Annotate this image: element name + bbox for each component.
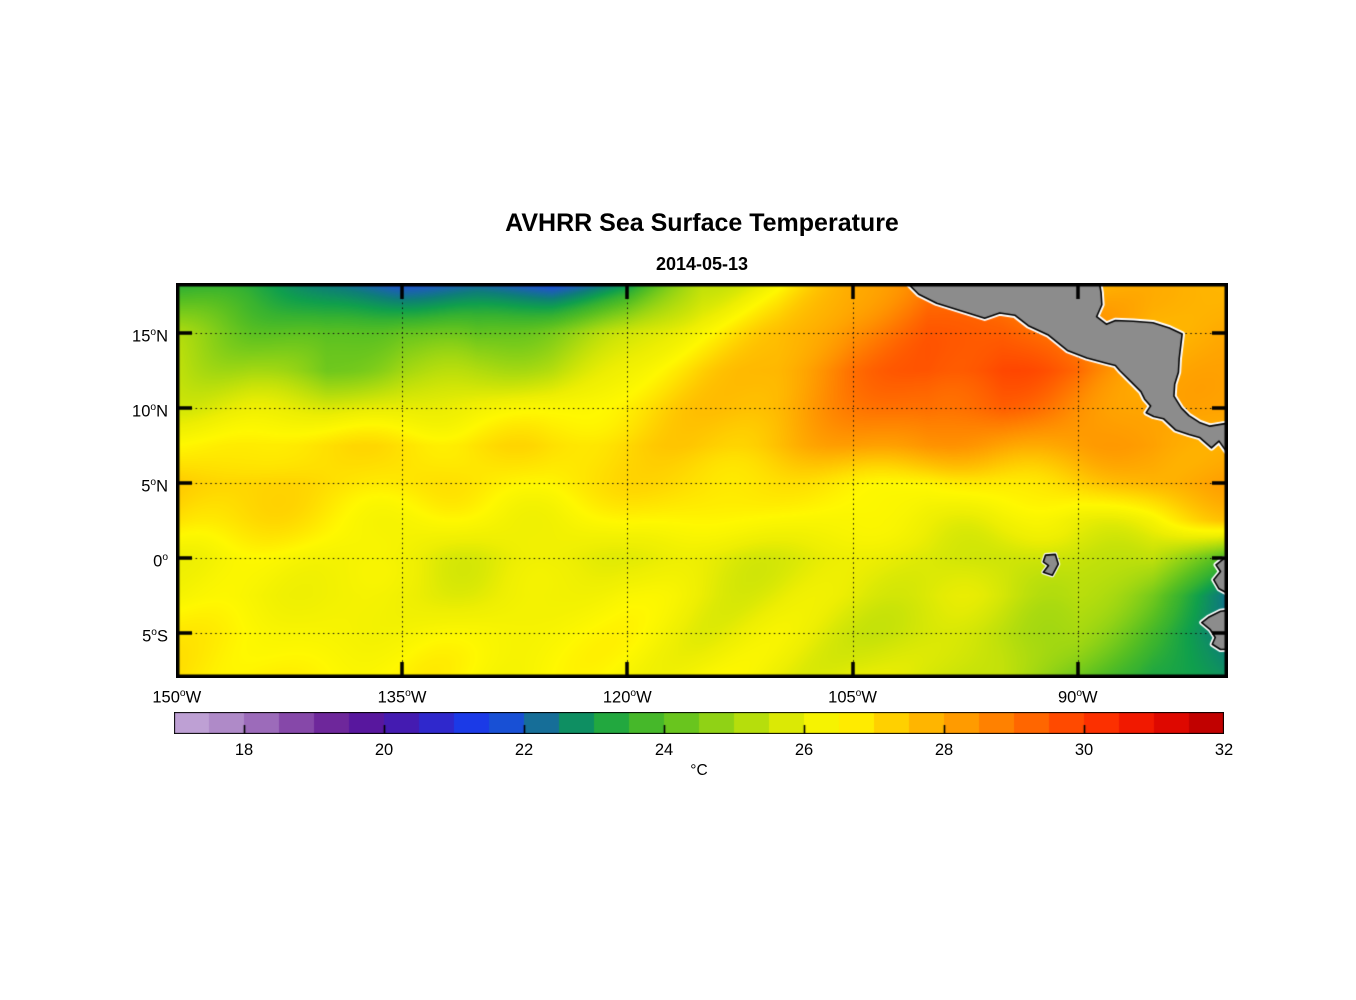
lat-tick-label: 0o [153,552,168,571]
colorbar-tick-label: 22 [514,741,534,759]
colorbar-tick-label: 28 [934,741,954,759]
lon-tick-label: 135oW [377,688,427,707]
lon-tick-label: 90oW [1058,688,1098,707]
lat-tick-label: 5oN [141,477,168,496]
colorbar-unit-label: °C [690,762,708,779]
sst-map-canvas [176,283,1228,678]
lon-tick-label: 120oW [602,688,652,707]
colorbar-canvas [174,712,1224,734]
colorbar-tick-label: 24 [654,741,674,759]
chart-date-subtitle: 2014-05-13 [655,254,749,274]
lon-tick-label: 105oW [828,688,877,707]
lon-tick-label: 150oW [152,688,202,707]
colorbar-tick-label: 26 [794,741,814,759]
colorbar-tick-label: 20 [374,741,394,759]
chart-title: AVHRR Sea Surface Temperature [505,209,899,237]
colorbar-tick-label: 30 [1074,741,1094,759]
lat-tick-label: 10oN [132,402,168,421]
lat-tick-label: 5oS [142,627,168,646]
lat-tick-label: 15oN [132,327,168,346]
colorbar-tick-label: 32 [1214,741,1234,759]
colorbar-tick-label: 18 [234,741,254,759]
